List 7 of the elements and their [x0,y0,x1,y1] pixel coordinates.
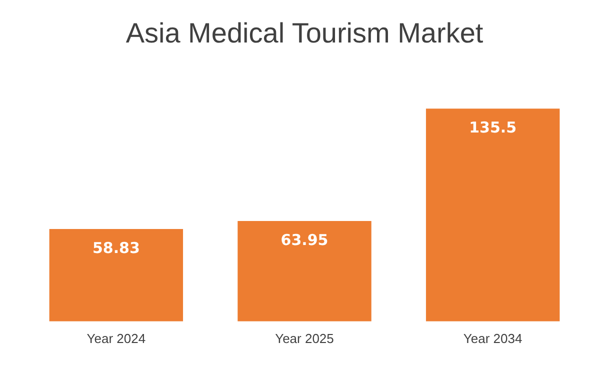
data-label: 58.83 [92,238,140,257]
x-tick-label: Year 2024 [86,330,146,346]
data-label: 63.95 [280,230,328,249]
x-tick-label: Year 2025 [275,330,334,346]
x-tick-label: Year 2034 [463,330,522,346]
chart-title: Asia Medical Tourism Market [126,18,484,49]
data-label: 135.5 [469,118,517,137]
